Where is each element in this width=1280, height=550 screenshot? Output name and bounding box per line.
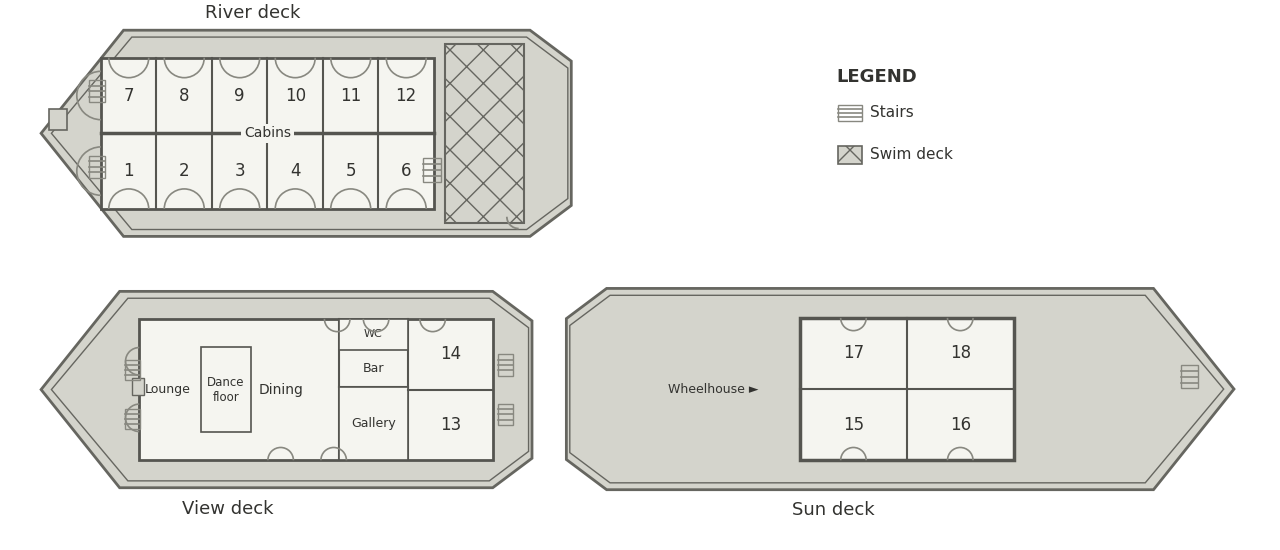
- Text: 17: 17: [844, 344, 864, 362]
- Text: Wheelhouse ►: Wheelhouse ►: [668, 383, 759, 395]
- Text: 5: 5: [346, 162, 356, 180]
- Text: 14: 14: [440, 345, 461, 363]
- Text: 11: 11: [340, 86, 361, 104]
- Bar: [498, 404, 513, 425]
- Bar: [132, 378, 143, 395]
- Bar: [140, 319, 493, 460]
- Text: 10: 10: [284, 86, 306, 104]
- Bar: [339, 387, 408, 460]
- Text: River deck: River deck: [206, 4, 301, 23]
- Text: 2: 2: [179, 162, 189, 180]
- Text: 9: 9: [234, 86, 244, 104]
- Bar: [838, 105, 861, 120]
- Text: 15: 15: [844, 416, 864, 433]
- Bar: [1180, 365, 1198, 388]
- Text: 6: 6: [401, 162, 411, 180]
- Bar: [124, 409, 141, 429]
- Bar: [838, 146, 861, 164]
- Text: Cabins: Cabins: [244, 126, 291, 140]
- Text: 16: 16: [950, 416, 970, 433]
- Text: Dining: Dining: [259, 383, 303, 397]
- Bar: [800, 318, 1014, 460]
- Text: Swim deck: Swim deck: [869, 147, 952, 162]
- Text: 7: 7: [123, 86, 134, 104]
- Text: LEGEND: LEGEND: [836, 68, 916, 85]
- Bar: [101, 58, 434, 209]
- Text: 4: 4: [291, 162, 301, 180]
- Text: Bar: Bar: [362, 362, 384, 375]
- Text: 18: 18: [950, 344, 970, 362]
- Text: 12: 12: [396, 86, 417, 104]
- Text: 3: 3: [234, 162, 244, 180]
- Polygon shape: [41, 292, 532, 488]
- Bar: [498, 354, 513, 376]
- Bar: [49, 108, 67, 130]
- Text: 13: 13: [440, 416, 461, 434]
- Text: Stairs: Stairs: [869, 105, 914, 120]
- Bar: [424, 158, 442, 182]
- Text: WC: WC: [364, 329, 383, 339]
- Text: 1: 1: [123, 162, 134, 180]
- Text: Dance
floor: Dance floor: [207, 376, 244, 404]
- Bar: [201, 347, 251, 432]
- Polygon shape: [41, 30, 571, 236]
- Text: Sun deck: Sun deck: [792, 502, 874, 520]
- Polygon shape: [566, 288, 1234, 490]
- Text: Lounge: Lounge: [145, 383, 191, 396]
- Bar: [339, 319, 408, 350]
- Bar: [88, 80, 105, 102]
- Text: 8: 8: [179, 86, 189, 104]
- Text: Gallery: Gallery: [351, 417, 396, 430]
- Bar: [124, 360, 141, 379]
- Text: View deck: View deck: [182, 499, 274, 518]
- Bar: [445, 44, 524, 223]
- Bar: [88, 156, 105, 178]
